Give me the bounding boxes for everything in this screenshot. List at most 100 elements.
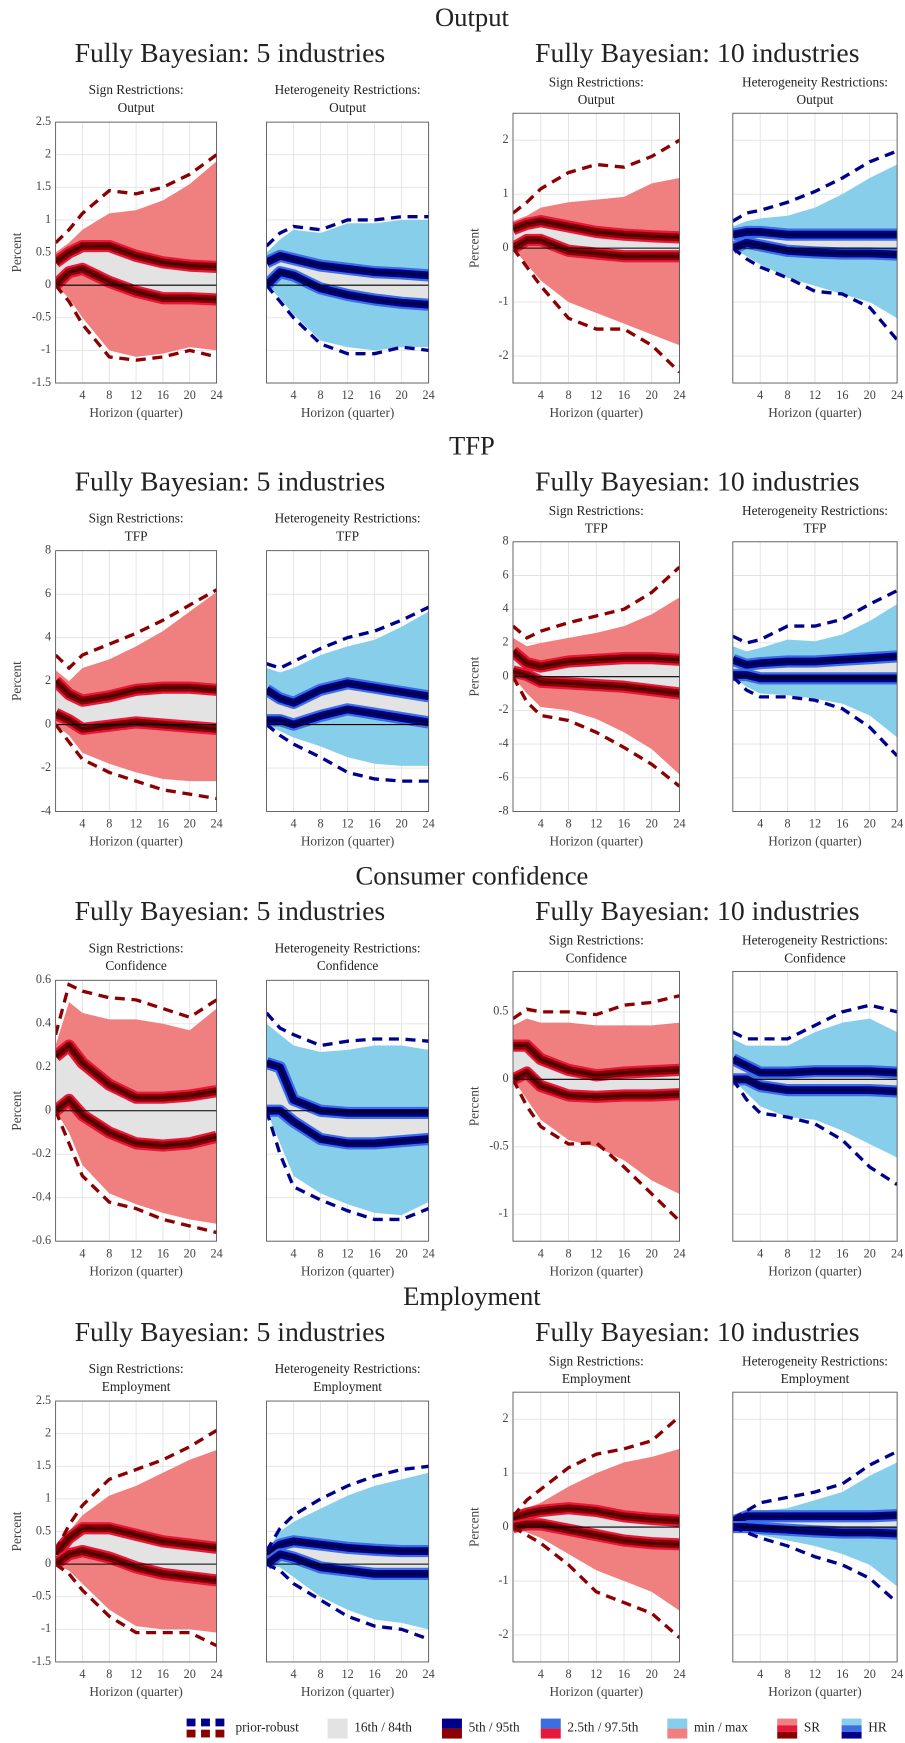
x-axis-label: Horizon (quarter) (550, 405, 644, 420)
x-tick-label: 24 (891, 1246, 903, 1260)
x-tick-label: 4 (291, 817, 297, 831)
panel-title: Sign Restrictions: (89, 1361, 184, 1376)
panel (513, 541, 680, 812)
legend-label: SR (804, 1720, 820, 1735)
y-tick-label: 8 (45, 542, 51, 556)
prior-robust-line (513, 247, 680, 374)
y-axis-label: Percent (466, 1086, 481, 1126)
credible-area (55, 246, 217, 300)
legend-swatch (540, 1718, 561, 1729)
y-tick-label: -8 (498, 803, 508, 817)
x-tick-label: 8 (785, 388, 791, 402)
y-tick-label: -0.6 (32, 1233, 51, 1247)
panel (266, 1401, 429, 1662)
section-title: TFP (449, 431, 495, 461)
x-tick-label: 4 (79, 817, 85, 831)
y-tick-label: -1 (41, 342, 51, 356)
panel (55, 980, 217, 1242)
panel-title: Employment (102, 1379, 171, 1394)
x-tick-label: 4 (757, 1667, 763, 1681)
prior-robust-line (513, 565, 680, 640)
group-title: Fully Bayesian: 10 industries (535, 466, 860, 497)
x-tick-label: 12 (590, 1246, 602, 1260)
axes-frame (55, 550, 218, 812)
prior-robust-line (55, 1110, 217, 1235)
bound-line (513, 1071, 680, 1099)
x-tick-label: 12 (341, 388, 353, 402)
x-tick-label: 4 (291, 388, 297, 402)
x-axis-label: Horizon (quarter) (301, 1684, 395, 1699)
panel-title: Confidence (105, 958, 166, 973)
axes-frame (512, 970, 680, 1242)
x-tick-label: 24 (673, 817, 685, 831)
panel-title: Heterogeneity Restrictions: (275, 1361, 421, 1376)
y-tick-label: 1 (45, 212, 51, 226)
panel-title: Output (796, 92, 833, 107)
y-axis-label: Percent (466, 1507, 481, 1547)
x-tick-label: 16 (618, 817, 630, 831)
x-axis-label: Horizon (quarter) (301, 834, 395, 849)
y-tick-label: -1 (41, 1621, 51, 1635)
x-tick-label: 8 (785, 817, 791, 831)
legend-swatch (201, 1729, 210, 1738)
x-axis-label: Horizon (quarter) (768, 1684, 862, 1699)
y-tick-label: -0.5 (32, 1589, 51, 1603)
y-tick-label: 8 (502, 534, 508, 548)
y-tick-label: 0 (502, 1071, 508, 1085)
axes-frame (55, 1400, 218, 1663)
x-tick-label: 20 (396, 1667, 408, 1681)
x-tick-label: 20 (184, 817, 196, 831)
y-tick-label: 2 (502, 635, 508, 649)
panel-title: Sign Restrictions: (89, 82, 184, 97)
y-tick-label: 0.5 (36, 244, 51, 258)
bound-line (732, 230, 898, 237)
x-tick-label: 12 (590, 388, 602, 402)
x-tick-label: 24 (423, 1246, 435, 1260)
y-tick-label: -4 (41, 803, 51, 817)
bound-line (513, 1506, 680, 1522)
y-tick-label: 0 (45, 1556, 51, 1570)
legend-swatch (215, 1718, 225, 1727)
x-tick-label: 24 (891, 388, 903, 402)
y-tick-label: 1 (502, 1465, 508, 1479)
panel-title: Employment (781, 1371, 850, 1386)
prior-robust-line (55, 588, 217, 671)
y-tick-label: 2 (45, 147, 51, 161)
x-tick-label: 24 (210, 817, 222, 831)
panel-title: TFP (585, 521, 608, 536)
y-tick-label: 0.2 (36, 1059, 51, 1073)
x-tick-label: 16 (618, 388, 630, 402)
y-tick-label: 4 (502, 601, 508, 615)
panel (55, 122, 217, 384)
legend-swatch (540, 1728, 561, 1739)
prior-robust-line (513, 1525, 680, 1639)
y-tick-label: -2 (498, 702, 508, 716)
x-tick-label: 16 (157, 388, 169, 402)
group-title: Fully Bayesian: 5 industries (75, 896, 386, 927)
group-title: Fully Bayesian: 10 industries (535, 38, 860, 69)
bound-line (55, 267, 217, 301)
y-tick-label: -0.2 (32, 1146, 51, 1160)
panel-title: Employment (562, 1371, 631, 1386)
panel-title: TFP (336, 528, 359, 543)
prior-robust-line (266, 723, 429, 783)
y-tick-label: 1 (502, 186, 508, 200)
prior-robust-line (513, 138, 680, 215)
group-title: Fully Bayesian: 10 industries (535, 1317, 860, 1348)
x-tick-label: 12 (809, 1246, 821, 1260)
bound-line (513, 650, 680, 668)
y-tick-label: 1 (45, 1491, 51, 1505)
x-tick-label: 12 (809, 388, 821, 402)
bound-line (266, 1552, 429, 1576)
legend-swatch (215, 1729, 225, 1738)
x-axis-label: Horizon (quarter) (301, 405, 395, 420)
credible-area (513, 1508, 680, 1545)
y-tick-label: -0.5 (489, 1139, 508, 1153)
x-tick-label: 20 (864, 1667, 876, 1681)
x-tick-label: 8 (106, 388, 112, 402)
prior-robust-line (513, 675, 680, 788)
credible-area (513, 1045, 680, 1097)
x-tick-label: 16 (836, 1667, 848, 1681)
x-tick-label: 12 (590, 1667, 602, 1681)
legend-swatch (327, 1718, 348, 1739)
